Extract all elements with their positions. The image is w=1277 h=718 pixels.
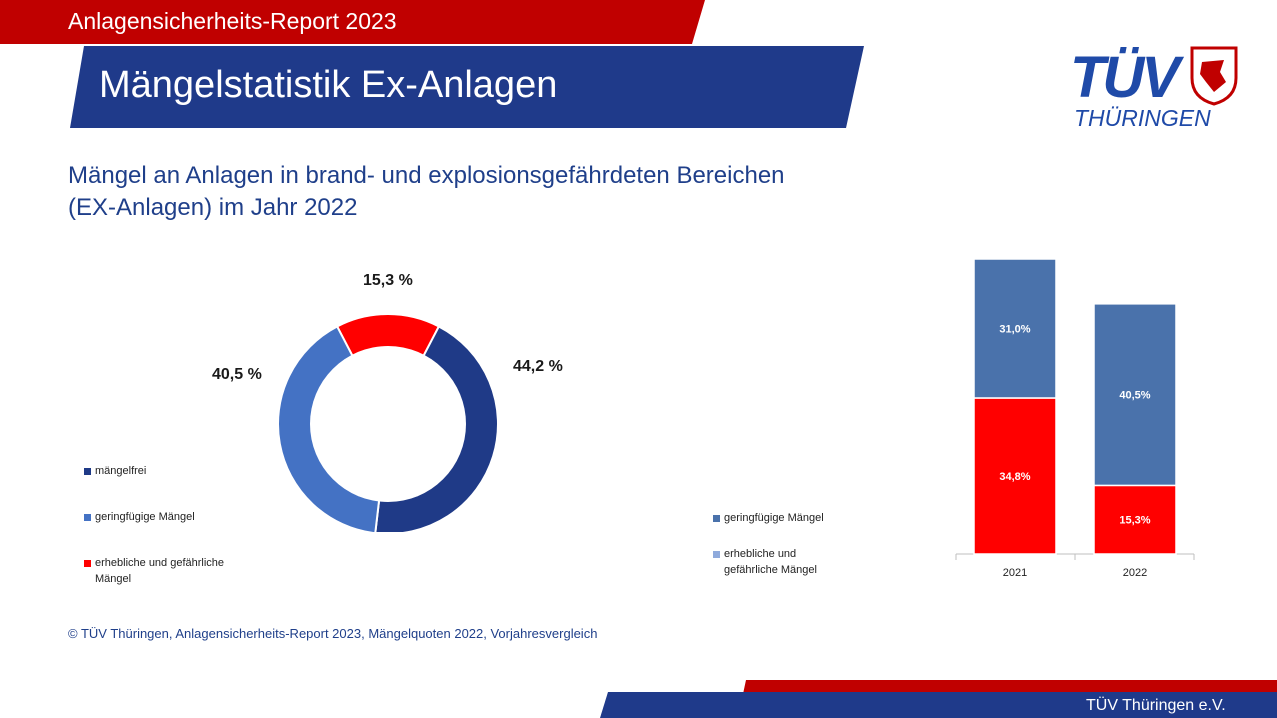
- legend-swatch: [84, 560, 91, 567]
- legend-label: erhebliche und: [724, 548, 797, 560]
- page-title: Mängelstatistik Ex-Anlagen: [99, 64, 558, 106]
- footer-org-name: TÜV Thüringen e.V.: [1086, 697, 1226, 714]
- legend-swatch: [84, 468, 91, 475]
- bar-segment: [1093, 484, 1177, 555]
- subtitle-line-1: Mängel an Anlagen in brand- und explosio…: [68, 162, 785, 189]
- legend-label-line-2: gefährliche Mängel: [724, 564, 817, 576]
- footer-bands: [600, 680, 1277, 718]
- legend-label: geringfügige Mängel: [724, 512, 824, 524]
- logo-subtitle: THÜRINGEN: [1074, 105, 1211, 131]
- donut-label-red: 15,3 %: [363, 272, 413, 289]
- x-tick-label: 2022: [1123, 567, 1147, 579]
- legend-swatch: [84, 514, 91, 521]
- bar-segment: [1093, 303, 1177, 487]
- x-tick-label: 2021: [1003, 567, 1027, 579]
- legend-swatch: [713, 551, 720, 558]
- report-title: Anlagensicherheits-Report 2023: [68, 8, 397, 34]
- bar-data-label: 31,0%: [999, 323, 1030, 335]
- bar-segment: [973, 258, 1057, 399]
- legend-label: mängelfrei: [95, 465, 147, 477]
- bar-data-label: 34,8%: [999, 471, 1030, 483]
- copyright-note: © TÜV Thüringen, Anlagensicherheits-Repo…: [68, 626, 598, 641]
- legend-swatch: [713, 515, 720, 522]
- chart-subtitle: Mängel an Anlagen in brand- und explosio…: [68, 160, 828, 224]
- stacked-bar-chart: 34,8% 31,0% 2021 15,3% 40,5% 2022: [955, 258, 1195, 579]
- logo-wordmark: TÜV: [1070, 45, 1184, 110]
- subtitle-line-2: (EX-Anlagen) im Jahr 2022: [68, 194, 358, 221]
- tuv-thuringen-logo: TÜV THÜRINGEN: [1070, 45, 1238, 131]
- bar-data-label: 15,3%: [1119, 515, 1150, 527]
- donut-label-light: 40,5 %: [212, 366, 262, 383]
- legend-label: geringfügige Mängel: [95, 511, 195, 523]
- legend-label-line-2: Mängel: [95, 573, 132, 585]
- header-red-band: [0, 0, 705, 44]
- legend-label: erhebliche und gefährliche: [95, 557, 225, 569]
- donut-chart: [277, 313, 499, 532]
- bar-segment: [973, 397, 1057, 555]
- bar-data-label: 40,5%: [1119, 390, 1150, 402]
- donut-label-dark: 44,2 %: [513, 358, 563, 375]
- title-band: [70, 46, 864, 128]
